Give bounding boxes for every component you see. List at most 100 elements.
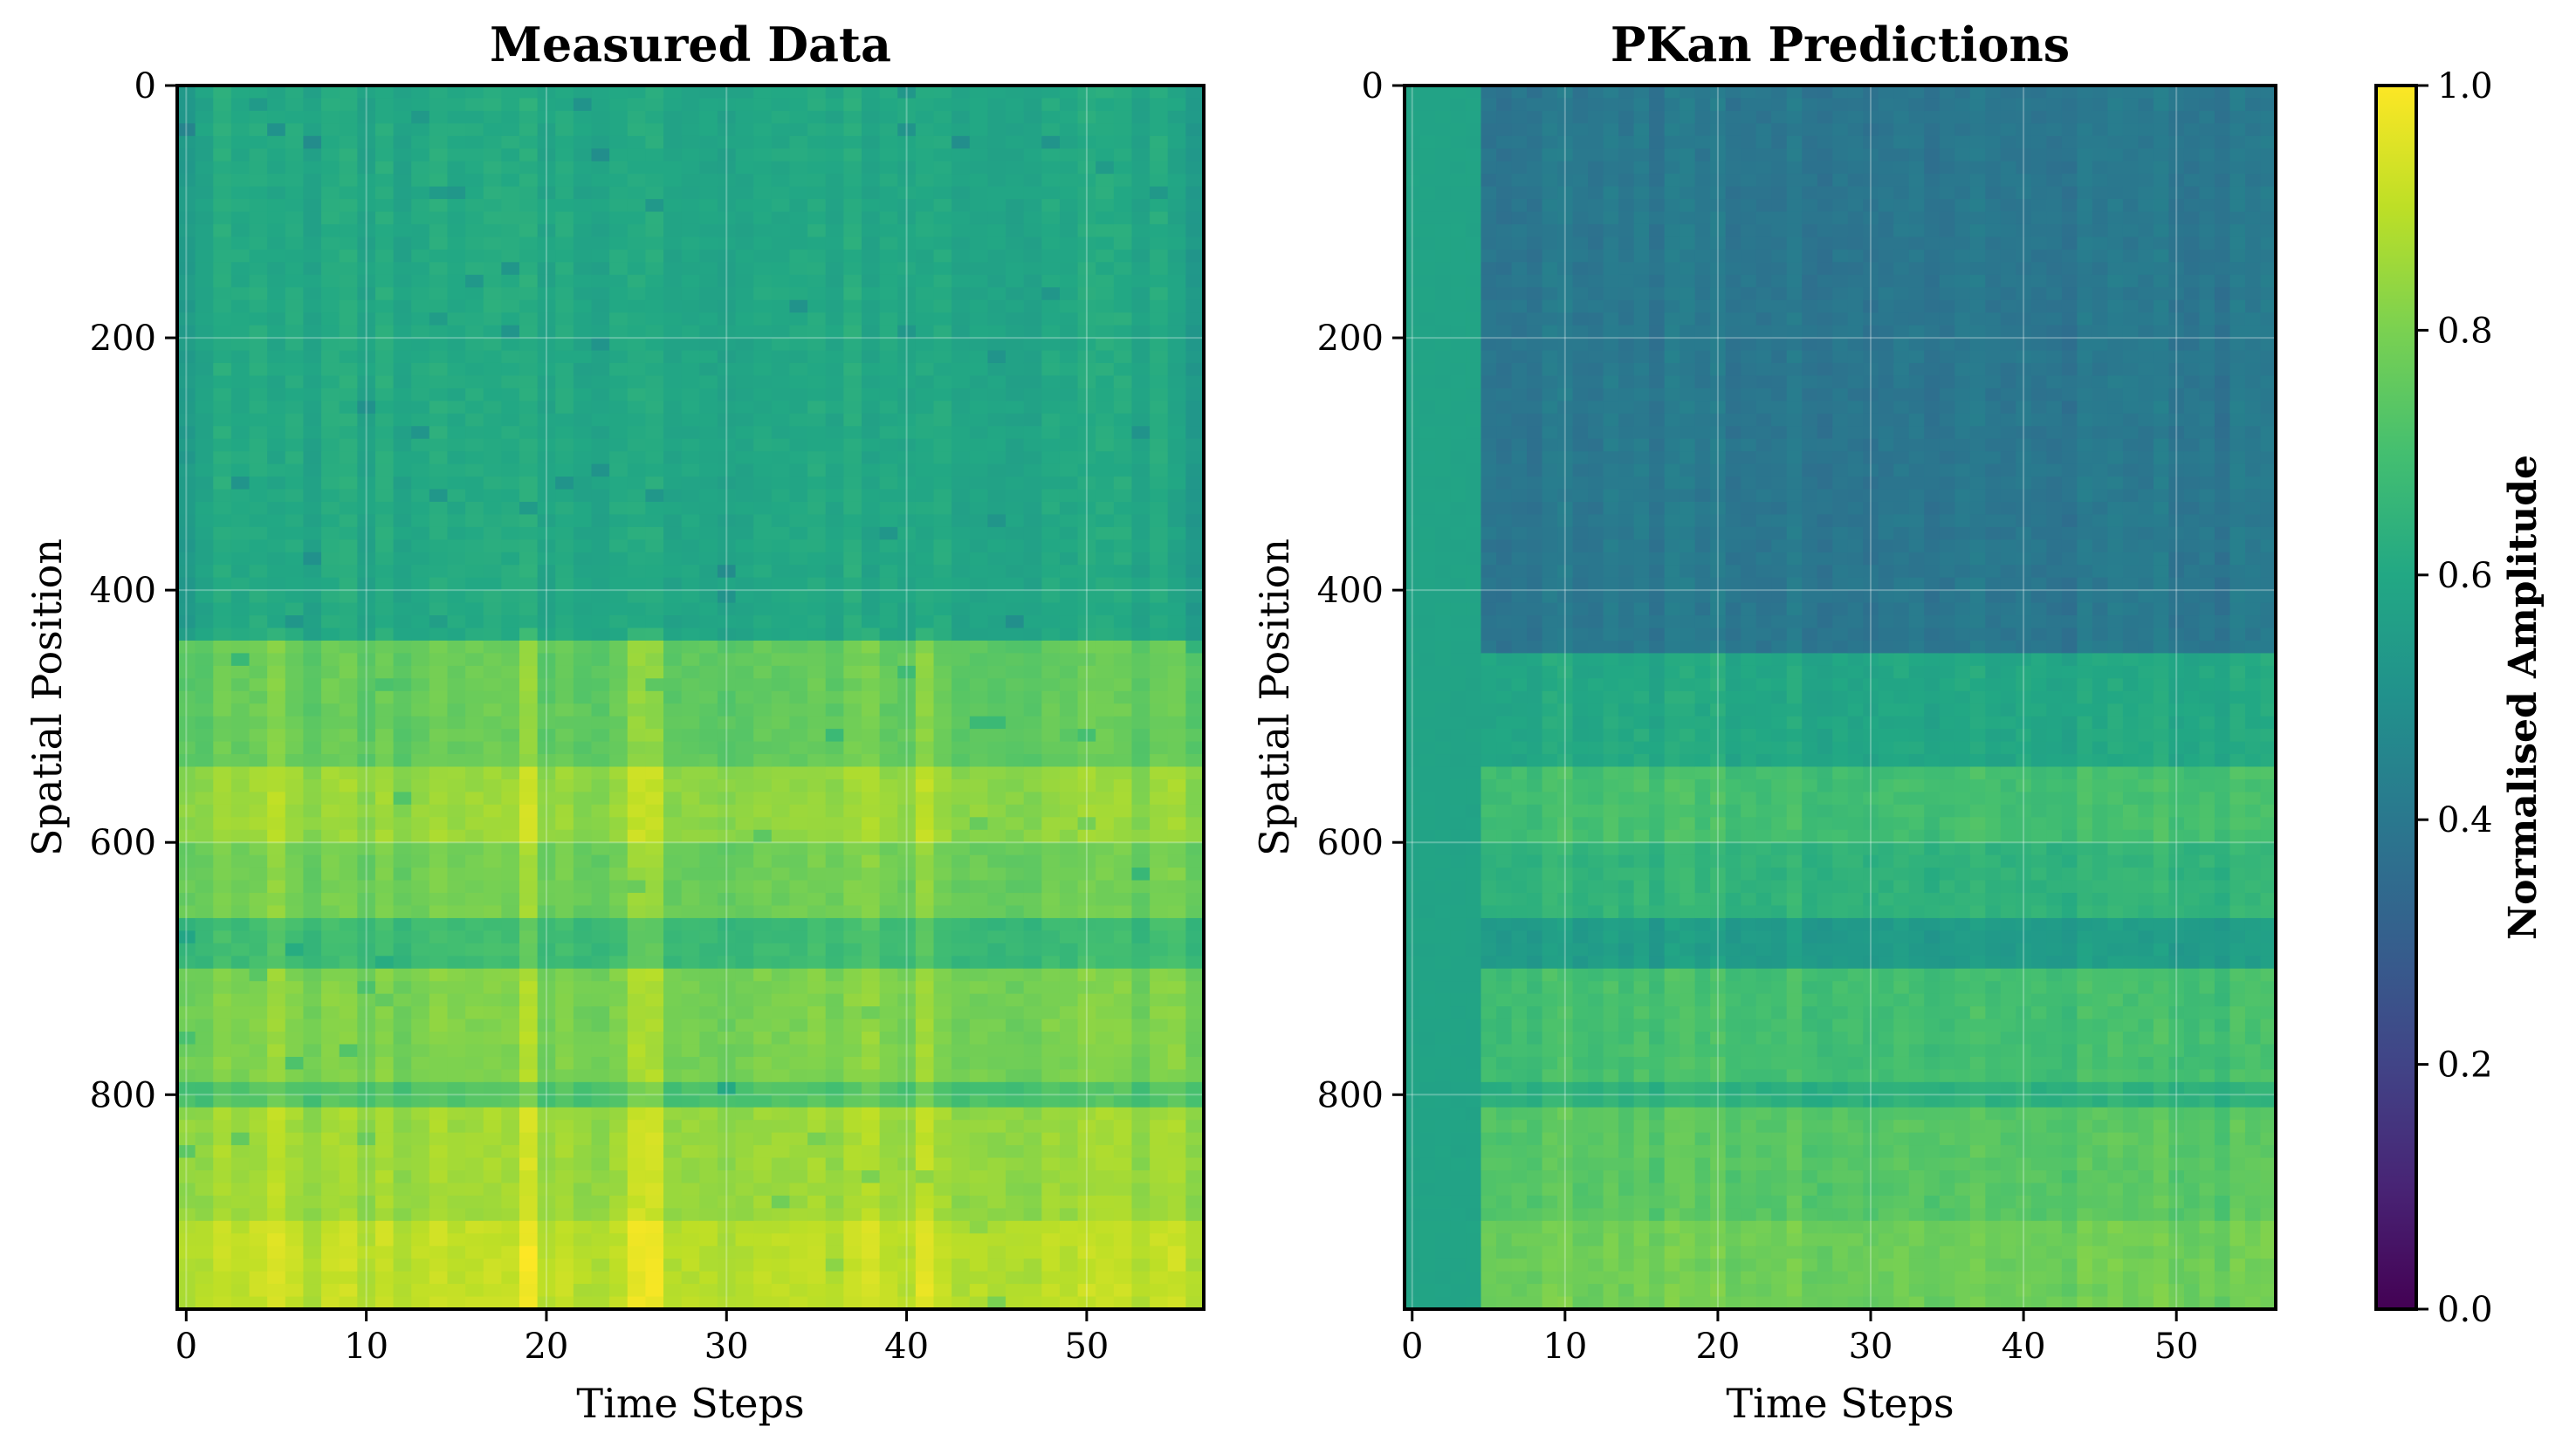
heatmap-cell: [843, 413, 862, 427]
heatmap-cell: [501, 1157, 520, 1171]
heatmap-cell: [645, 792, 664, 806]
heatmap-cell: [411, 1259, 430, 1272]
heatmap-cell: [609, 804, 629, 818]
heatmap-cell: [411, 653, 430, 667]
heatmap-cell: [447, 943, 466, 957]
heatmap-cell: [195, 829, 214, 843]
heatmap-cell: [573, 1145, 593, 1159]
heatmap-cell: [843, 539, 862, 553]
heatmap-cell: [285, 766, 305, 780]
heatmap-cell: [1041, 930, 1061, 944]
heatmap-cell: [1059, 338, 1079, 352]
heatmap-cell: [285, 893, 305, 907]
heatmap-cell: [699, 590, 718, 604]
heatmap-cell: [555, 690, 574, 704]
heatmap-cell: [627, 539, 647, 553]
heatmap-cell: [825, 741, 844, 755]
heatmap-cell: [717, 577, 737, 591]
heatmap-cell: [1006, 186, 1025, 200]
heatmap-cell: [465, 653, 484, 667]
heatmap-cell: [987, 1296, 1006, 1310]
heatmap-cell: [879, 1132, 898, 1146]
heatmap-cell: [501, 829, 520, 843]
heatmap-cell: [987, 325, 1006, 339]
heatmap-cell: [519, 817, 539, 831]
heatmap-cell: [1077, 161, 1096, 175]
heatmap-cell: [753, 1032, 773, 1046]
heatmap-cell: [789, 388, 808, 401]
heatmap-cell: [483, 388, 502, 401]
heatmap-cell: [393, 1107, 412, 1121]
heatmap-cell: [573, 489, 593, 503]
heatmap-cell: [1096, 249, 1115, 263]
heatmap-cell: [897, 1132, 917, 1146]
heatmap-cell: [213, 1245, 232, 1259]
heatmap-cell: [753, 981, 773, 995]
heatmap-cell: [411, 199, 430, 213]
heatmap-cell: [1059, 993, 1079, 1007]
heatmap-cell: [267, 249, 286, 263]
heatmap-cell: [537, 451, 556, 465]
heatmap-cell: [393, 1018, 412, 1032]
heatmap-cell: [933, 1271, 952, 1285]
heatmap-cell: [969, 1006, 989, 1020]
heatmap-cell: [843, 943, 862, 957]
heatmap-cell: [573, 565, 593, 579]
heatmap-cell: [915, 1120, 935, 1134]
heatmap-cell: [897, 1081, 917, 1095]
heatmap-cell: [555, 1032, 574, 1046]
heatmap-cell: [771, 413, 791, 427]
heatmap-cell: [717, 249, 737, 263]
heatmap-cell: [374, 665, 395, 679]
heatmap-cell: [213, 1018, 232, 1032]
heatmap-cell: [1059, 829, 1079, 843]
heatmap-cell: [1059, 1081, 1079, 1095]
heatmap-cell: [843, 1271, 862, 1285]
heatmap-cell: [753, 615, 773, 629]
heatmap-cell: [951, 829, 971, 843]
heatmap-cell: [717, 338, 737, 352]
heatmap-cell: [393, 640, 412, 655]
heatmap-cell: [753, 287, 773, 301]
heatmap-cell: [195, 1032, 214, 1046]
heatmap-cell: [411, 1018, 430, 1032]
heatmap-cell: [717, 690, 737, 704]
heatmap-cell: [897, 1195, 917, 1209]
heatmap-cell: [1041, 287, 1061, 301]
heatmap-cell: [645, 565, 664, 579]
heatmap-cell: [681, 1157, 700, 1171]
heatmap-cell: [735, 514, 754, 528]
heatmap-cell: [969, 792, 989, 806]
heatmap-cell: [1096, 350, 1115, 364]
heatmap-cell: [339, 312, 358, 326]
heatmap-cell: [195, 426, 214, 440]
heatmap-cell: [483, 237, 502, 250]
heatmap-cell: [555, 917, 574, 931]
heatmap-cell: [753, 778, 773, 792]
heatmap-cell: [771, 577, 791, 591]
heatmap-cell: [1059, 287, 1079, 301]
heatmap-cell: [393, 123, 412, 137]
heatmap-cell: [1006, 1245, 1025, 1259]
heatmap-cell: [753, 186, 773, 200]
heatmap-cell: [1077, 741, 1096, 755]
heatmap-cell: [483, 438, 502, 452]
heatmap-cell: [951, 1271, 971, 1285]
heatmap-cell: [447, 223, 466, 238]
heatmap-cell: [915, 842, 935, 856]
heatmap-cell: [717, 98, 737, 112]
heatmap-cell: [843, 299, 862, 313]
heatmap-cell: [1096, 86, 1115, 99]
heatmap-cell: [555, 956, 574, 970]
heatmap-cell: [1059, 552, 1079, 566]
heatmap-cell: [195, 778, 214, 792]
heatmap-cell: [285, 754, 305, 768]
heatmap-cell: [555, 778, 574, 792]
heatmap-cell: [303, 299, 322, 313]
heatmap-cell: [987, 917, 1006, 931]
heatmap-cell: [483, 1145, 502, 1159]
heatmap-cell: [1006, 1284, 1025, 1298]
heatmap-cell: [465, 501, 484, 516]
heatmap-cell: [374, 842, 395, 856]
heatmap-cell: [249, 905, 268, 919]
